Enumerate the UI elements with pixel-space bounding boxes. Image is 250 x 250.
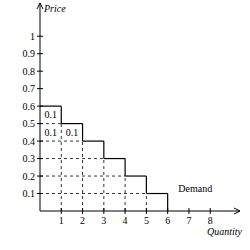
- y-tick: [37, 53, 43, 54]
- annotation: 0.1: [44, 109, 57, 120]
- x-tick: [188, 208, 189, 214]
- y-axis-label: Price: [43, 3, 66, 14]
- demand-step: [125, 175, 146, 176]
- guide-h: [40, 158, 104, 159]
- x-tick-label: 7: [186, 215, 191, 226]
- y-tick-label: 0.3: [23, 153, 36, 164]
- y-arrow: [37, 3, 43, 9]
- guide-h: [40, 193, 146, 194]
- demand-drop: [167, 194, 168, 211]
- y-tick: [37, 71, 43, 72]
- y-tick-label: 0.4: [23, 136, 36, 147]
- y-tick: [37, 36, 43, 37]
- demand-drop: [61, 106, 62, 123]
- y-tick: [37, 88, 43, 89]
- guide-v: [61, 124, 62, 211]
- demand-drop: [146, 176, 147, 193]
- demand-drop: [125, 159, 126, 176]
- demand-drop: [82, 124, 83, 141]
- demand-step: [146, 193, 167, 194]
- demand-step: [104, 158, 125, 159]
- y-tick-label: 0.7: [23, 83, 36, 94]
- guide-v: [103, 159, 104, 211]
- y-tick-label: 0.5: [23, 118, 36, 129]
- guide-v: [146, 194, 147, 211]
- x-tick: [210, 208, 211, 214]
- y-tick-label: 0.6: [23, 101, 36, 112]
- annotation: Demand: [178, 183, 212, 194]
- guide-h: [40, 176, 125, 177]
- x-tick-label: 4: [123, 215, 128, 226]
- demand-step: [40, 106, 61, 107]
- guide-h: [40, 141, 83, 142]
- y-tick-label: 0.1: [23, 188, 36, 199]
- x-tick-label: 6: [165, 215, 170, 226]
- demand-step: [83, 140, 104, 141]
- guide-h: [40, 123, 61, 124]
- annotation: 0.1: [66, 127, 79, 138]
- x-axis-label: Quantity: [207, 226, 243, 237]
- x-tick-label: 3: [101, 215, 106, 226]
- y-tick-label: 1: [30, 31, 35, 42]
- y-axis: [40, 3, 41, 211]
- plot-area: [40, 106, 168, 211]
- y-tick-label: 0.9: [23, 48, 36, 59]
- chart: 0.1 0.2 0.3 0.4 0.5 0.6 0.7 0.8 0.9 1 1 2 3 4 5 6 7 8 Pric…: [0, 0, 250, 250]
- x-tick-label: 2: [80, 215, 85, 226]
- x-tick-label: 8: [208, 215, 213, 226]
- demand-drop: [103, 141, 104, 158]
- y-tick-label: 0.2: [23, 171, 36, 182]
- demand-step: [61, 123, 82, 124]
- y-tick-label: 0.8: [23, 66, 36, 77]
- x-arrow: [234, 208, 240, 214]
- x-tick-label: 1: [59, 215, 64, 226]
- annotation: 0.1: [44, 127, 57, 138]
- x-tick-label: 5: [144, 215, 149, 226]
